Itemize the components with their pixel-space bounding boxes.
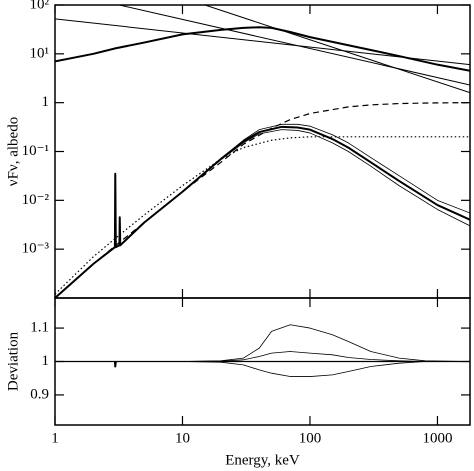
y-axis-title: Deviation xyxy=(5,331,21,391)
series-line xyxy=(204,5,470,94)
x-axis-title: Energy, keV xyxy=(225,452,300,468)
series-line xyxy=(113,361,117,368)
series-group xyxy=(55,5,470,298)
series-group xyxy=(55,324,470,377)
y-tick-label: 10⁻³ xyxy=(22,241,50,257)
series-line xyxy=(55,136,470,295)
y-tick-label: 1 xyxy=(42,94,50,110)
y-tick-label: 10² xyxy=(30,0,50,12)
y-tick-label: 10⁻¹ xyxy=(22,143,49,159)
series-line xyxy=(55,361,470,377)
x-tick-label: 1000 xyxy=(422,430,452,446)
series-line xyxy=(220,129,470,227)
y-tick-label: 10¹ xyxy=(30,45,50,61)
x-tick-label: 10 xyxy=(175,430,190,446)
y-tick-label: 1.1 xyxy=(30,320,49,336)
series-line xyxy=(55,18,470,66)
x-tick-label: 1 xyxy=(51,430,59,446)
series-line xyxy=(55,125,470,298)
series-line xyxy=(220,123,470,214)
y-axis-title: νFν, albedo xyxy=(5,117,21,186)
x-tick-label: 100 xyxy=(299,430,322,446)
y-tick-label: 1 xyxy=(42,353,50,369)
series-line xyxy=(55,26,470,72)
series-line xyxy=(55,324,470,362)
y-tick-label: 0.9 xyxy=(30,386,49,402)
y-tick-label: 10⁻² xyxy=(22,192,50,208)
series-line xyxy=(55,351,470,362)
series-line xyxy=(119,5,470,86)
